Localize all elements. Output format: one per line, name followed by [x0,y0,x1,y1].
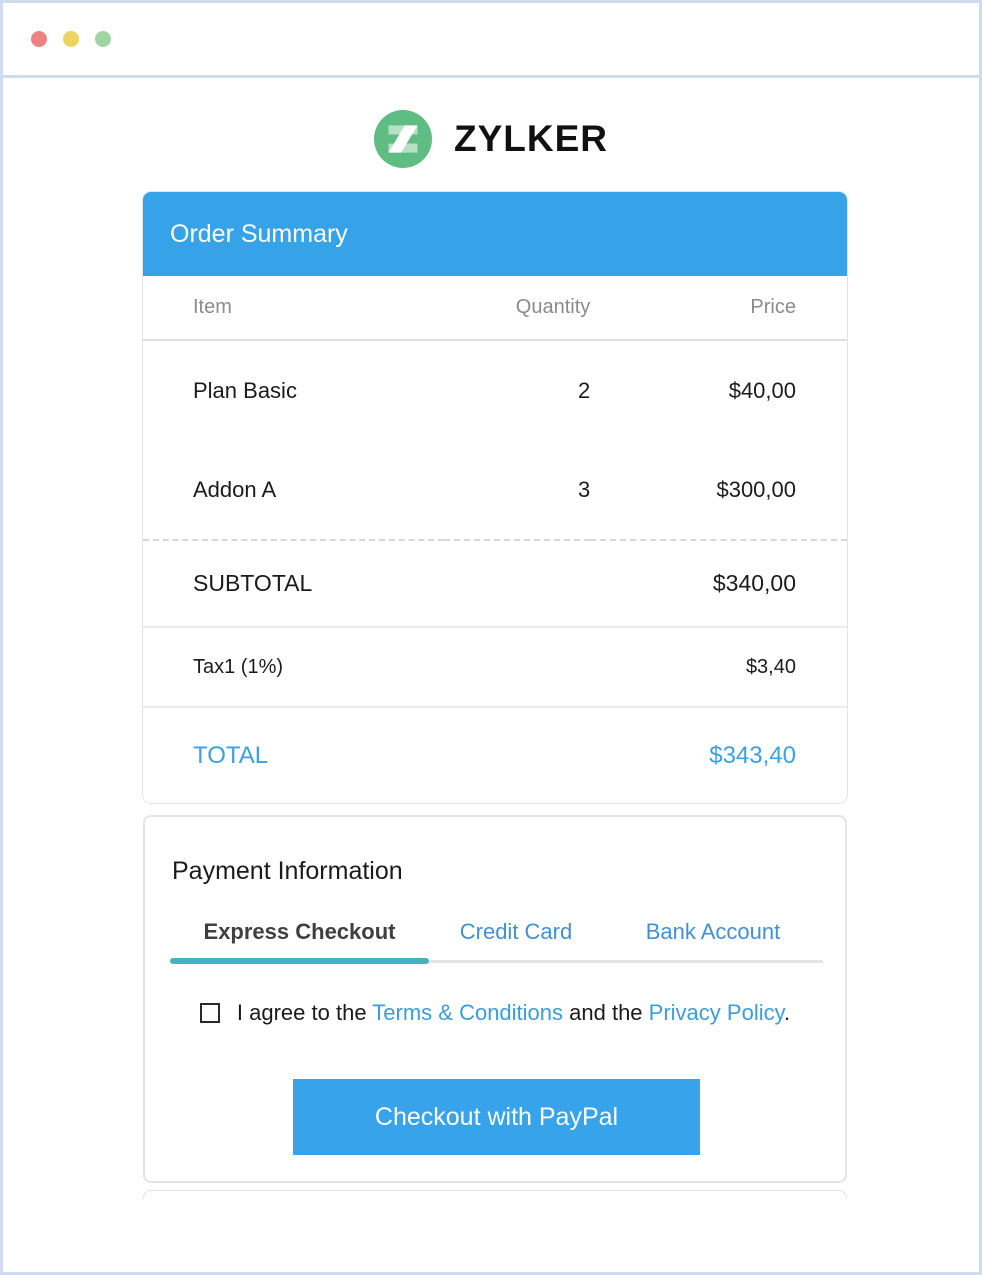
tab-credit-card[interactable]: Credit Card [459,919,573,944]
tab-bank-account[interactable]: Bank Account [645,919,781,944]
window-titlebar [3,3,979,78]
column-header-price: Price [590,276,847,341]
payment-information-title: Payment Information [172,857,403,885]
agreement-suffix: . [783,1000,791,1025]
minimize-window-icon[interactable] [63,31,79,47]
total-value: $343,40 [709,741,796,769]
item-name: Addon A [143,440,444,541]
tax-value: $3,40 [590,627,847,708]
item-quantity: 3 [443,440,591,541]
payment-information-card: Payment Information Express Checkout Cre… [143,815,847,1183]
agreement-middle: and the [563,1000,649,1025]
zylker-logo-icon [374,110,432,168]
tax-row: Tax1 (1%) $3,40 [143,627,847,708]
payment-method-tabs: Express Checkout Credit Card Bank Accoun… [170,913,823,964]
table-row: Addon A 3 $300,00 [143,440,847,541]
checkout-with-paypal-button[interactable]: Checkout with PayPal [293,1079,700,1155]
tab-express-checkout[interactable]: Express Checkout [170,913,429,964]
zoom-window-icon[interactable] [95,31,111,47]
tax-label: Tax1 (1%) [143,627,444,708]
privacy-policy-link[interactable]: Privacy Policy [648,1000,784,1025]
column-header-quantity: Quantity [443,276,591,341]
column-header-item: Item [143,276,444,341]
table-row: Plan Basic 2 $40,00 [143,340,847,440]
total-row: TOTAL $343,40 [143,707,847,803]
order-summary-card: Order Summary Item Quantity Price Plan B… [143,192,847,803]
item-price: $40,00 [728,377,796,403]
close-window-icon[interactable] [31,31,47,47]
subtotal-row: SUBTOTAL $340,00 [143,540,847,628]
item-price: $300,00 [590,440,847,541]
brand-header: ZYLKER [3,110,979,168]
order-summary-title: Order Summary [143,192,847,276]
terms-and-conditions-link[interactable]: Terms & Conditions [372,1000,564,1025]
subtotal-label: SUBTOTAL [143,540,444,628]
item-name: Plan Basic [193,377,297,403]
subtotal-value: $340,00 [590,540,847,628]
agree-checkbox[interactable] [199,1003,220,1023]
total-label: TOTAL [193,741,269,769]
next-section-card-edge [143,1190,847,1199]
terms-agreement-row: I agree to the Terms & Conditions and th… [145,999,845,1027]
item-quantity: 2 [578,377,591,403]
table-header-row: Item Quantity Price [143,276,847,341]
order-summary-table: Item Quantity Price Plan Basic 2 $40,00 … [143,276,847,803]
agreement-prefix: I agree to the [236,1000,373,1025]
brand-name: ZYLKER [454,118,608,159]
agreement-text: I agree to the Terms & Conditions and th… [237,1000,790,1026]
